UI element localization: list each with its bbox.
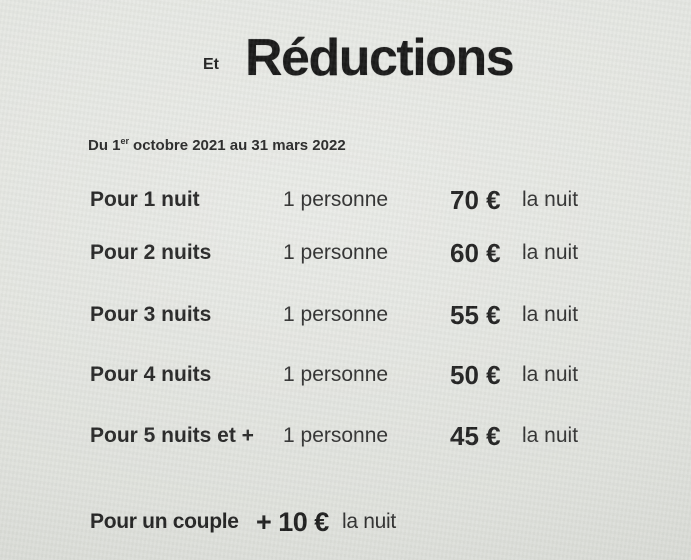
period-prefix: Du 1 — [88, 137, 121, 154]
period-superscript: er — [120, 136, 130, 146]
title: Et Réductions — [203, 29, 515, 87]
page-title: Réductions — [245, 29, 515, 87]
rate-row: Pour 2 nuits 1 personne 60 € la nuit — [0, 236, 691, 270]
couple-surcharge: + 10 € — [256, 507, 329, 537]
rate-occupancy: 1 personne — [283, 424, 389, 447]
rate-unit: la nuit — [522, 303, 579, 326]
rate-row: Pour 5 nuits et + 1 personne 45 € la nui… — [0, 419, 691, 453]
rate-label: Pour 4 nuits — [90, 363, 212, 386]
rate-unit: la nuit — [522, 424, 579, 447]
rate-occupancy: 1 personne — [283, 241, 389, 264]
rate-price: 45 € — [450, 421, 501, 451]
couple-rate-row: Pour un couple + 10 € la nuit — [0, 504, 691, 540]
couple-unit: la nuit — [342, 510, 396, 533]
rate-price: 50 € — [450, 360, 501, 390]
rate-label: Pour 5 nuits et + — [90, 424, 254, 447]
period-rest: octobre 2021 au 31 mars 2022 — [133, 137, 346, 154]
rate-price: 60 € — [450, 238, 501, 268]
rate-occupancy: 1 personne — [283, 188, 389, 211]
couple-label: Pour un couple — [90, 510, 239, 533]
rate-row: Pour 4 nuits 1 personne 50 € la nuit — [0, 358, 691, 392]
title-prefix: Et — [203, 56, 219, 74]
rate-label: Pour 1 nuit — [90, 188, 200, 211]
rate-occupancy: 1 personne — [283, 303, 389, 326]
rate-unit: la nuit — [522, 363, 579, 386]
rate-occupancy: 1 personne — [283, 363, 389, 386]
rate-price: 70 € — [450, 185, 501, 215]
rate-price: 55 € — [450, 300, 501, 330]
validity-period: Du 1er octobre 2021 au 31 mars 2022 — [88, 136, 346, 155]
rate-row: Pour 3 nuits 1 personne 55 € la nuit — [0, 298, 691, 332]
rate-label: Pour 3 nuits — [90, 303, 212, 326]
rate-unit: la nuit — [522, 241, 579, 264]
rate-label: Pour 2 nuits — [90, 241, 212, 264]
rate-unit: la nuit — [522, 188, 579, 211]
rate-row: Pour 1 nuit 1 personne 70 € la nuit — [0, 183, 691, 217]
